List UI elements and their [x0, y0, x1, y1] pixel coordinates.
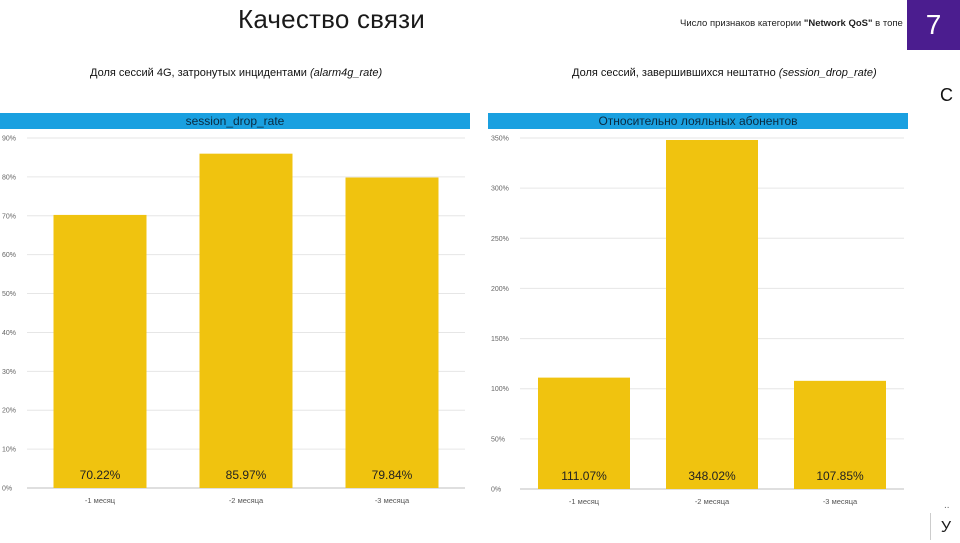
- left-category-label: -1 месяц: [85, 496, 116, 505]
- right-ytick-label: 100%: [491, 386, 509, 393]
- right-subtitle-main: Доля сессий, завершившихся нештатно: [572, 67, 779, 79]
- left-category-label: -3 месяца: [375, 496, 410, 505]
- kpi-note: Число признаков категории "Network QoS" …: [680, 18, 903, 29]
- left-bar-chart: 0% 10% 20% 30% 40% 50% 60% 70% 80% 90% 70.22% -1 ме…: [2, 136, 465, 505]
- page-title: Качество связи: [238, 4, 425, 34]
- right-bar: [794, 380, 886, 489]
- left-category-label: -2 месяца: [229, 496, 264, 505]
- left-bar: [199, 153, 293, 488]
- kpi-note-suffix: в топе: [872, 18, 903, 29]
- right-chart-header: Относительно лояльных абонентов: [488, 113, 908, 129]
- left-ytick-label: 20%: [2, 408, 16, 415]
- left-chart-subtitle: Доля сессий 4G, затронутых инцидентами (…: [90, 67, 382, 79]
- left-bar: [345, 177, 439, 488]
- left-ytick-label: 70%: [2, 213, 16, 220]
- right-category-label: -3 месяца: [823, 497, 858, 506]
- left-ytick-label: 90%: [2, 136, 16, 143]
- right-ytick-label: 200%: [491, 286, 509, 293]
- right-ytick-label: 300%: [491, 186, 509, 193]
- right-ytick-label: 250%: [491, 236, 509, 243]
- left-ytick-label: 80%: [2, 174, 16, 181]
- kpi-note-bold: "Network QoS": [803, 18, 873, 29]
- right-ytick-label: 150%: [491, 336, 509, 343]
- right-category-label: -1 месяц: [569, 497, 600, 506]
- left-bar: [53, 214, 147, 488]
- left-data-label: 70.22%: [80, 468, 121, 482]
- right-category-label: -2 месяца: [695, 497, 730, 506]
- left-ytick-label: 40%: [2, 330, 16, 337]
- left-subtitle-metric: (alarm4g_rate): [309, 67, 383, 79]
- right-ytick-label: 0%: [491, 487, 501, 494]
- right-bar: [538, 377, 630, 489]
- kpi-note-prefix: Число признаков категории: [680, 18, 804, 29]
- side-letter-y: У: [930, 513, 960, 540]
- right-ytick-label: 50%: [491, 436, 505, 443]
- left-ytick-label: 0%: [2, 486, 12, 493]
- right-ytick-label: 350%: [491, 136, 509, 143]
- right-data-label: 107.85%: [816, 469, 864, 483]
- left-ytick-label: 10%: [2, 447, 16, 454]
- left-ytick-label: 50%: [2, 291, 16, 298]
- left-data-label: 85.97%: [226, 468, 267, 482]
- left-ytick-label: 30%: [2, 369, 16, 376]
- right-data-label: 111.07%: [561, 469, 607, 483]
- left-chart-header: session_drop_rate: [0, 113, 470, 129]
- right-data-label: 348.02%: [688, 469, 736, 483]
- side-dots: ..: [944, 500, 950, 511]
- left-data-label: 79.84%: [372, 468, 413, 482]
- left-ytick-label: 60%: [2, 252, 16, 259]
- kpi-value-badge: 7: [907, 0, 960, 50]
- side-letter-c: С: [940, 85, 953, 105]
- right-chart-subtitle: Доля сессий, завершившихся нештатно (ses…: [572, 67, 877, 79]
- right-bar: [666, 139, 758, 489]
- right-subtitle-metric: (session_drop_rate): [778, 67, 877, 79]
- right-bar-chart: 0% 50% 100% 150% 200% 250% 300% 350% 111.07% -1 м…: [491, 136, 904, 506]
- left-subtitle-main: Доля сессий 4G, затронутых инцидентами: [90, 67, 310, 79]
